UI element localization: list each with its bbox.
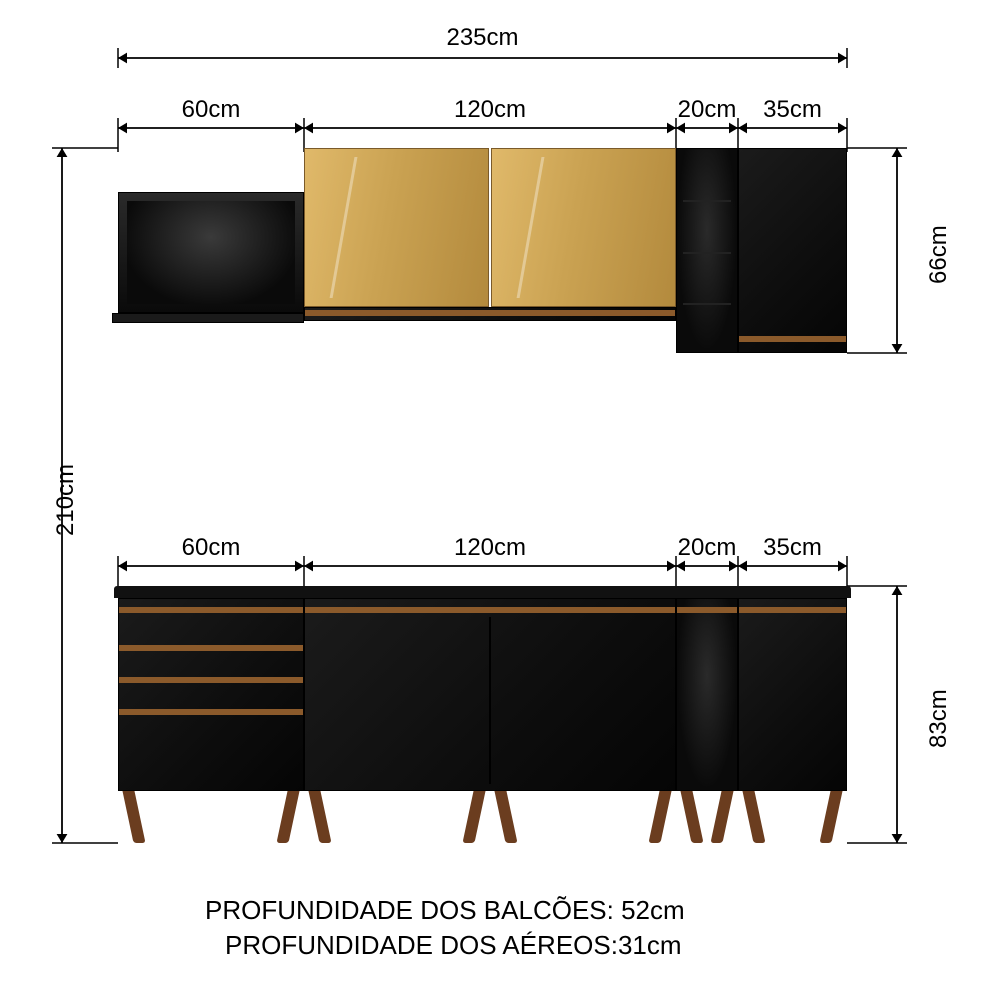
dimension-label-vertical: 210cm xyxy=(52,463,80,535)
upper-open-niche xyxy=(676,148,738,353)
depth-note-1: PROFUNDIDADE DOS BALCÕES: 52cm xyxy=(205,895,685,926)
lower-single-door xyxy=(738,598,847,791)
upper-door-cabinet xyxy=(738,148,847,353)
dimension-label-vertical: 66cm xyxy=(925,225,953,284)
lower-double-door xyxy=(304,598,676,791)
dimension-label: 20cm xyxy=(673,534,741,562)
dimension-label-vertical: 83cm xyxy=(925,689,953,748)
upper-open-shelf xyxy=(118,192,304,313)
upper-open-shelf-lip xyxy=(112,313,304,323)
dimension-label: 60cm xyxy=(173,534,249,562)
dimension-label: 120cm xyxy=(448,534,532,562)
dimension-label: 120cm xyxy=(448,96,532,124)
dimension-label: 235cm xyxy=(438,24,528,52)
dimension-label: 60cm xyxy=(173,96,249,124)
countertop xyxy=(114,586,851,598)
lower-open-niche xyxy=(676,598,738,791)
upper-glass-base xyxy=(304,307,676,321)
dimension-label: 35cm xyxy=(759,534,827,562)
depth-note-2: PROFUNDIDADE DOS AÉREOS:31cm xyxy=(225,930,682,961)
dimension-label: 35cm xyxy=(759,96,827,124)
upper-glass-cabinet xyxy=(304,148,676,307)
lower-drawer-unit xyxy=(118,598,304,791)
dimension-label: 20cm xyxy=(673,96,741,124)
